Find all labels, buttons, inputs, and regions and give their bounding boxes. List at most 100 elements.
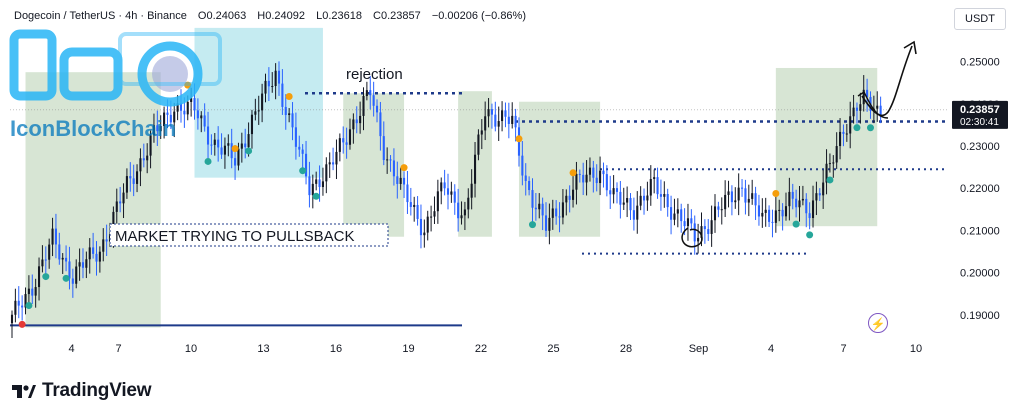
candle-body: [115, 201, 118, 212]
candle-body: [582, 174, 585, 183]
candle-body: [683, 221, 686, 227]
candle-body: [315, 179, 318, 184]
open-value: O0.24063: [197, 10, 247, 22]
signal-marker-orange: [184, 81, 192, 89]
signal-marker-orange: [569, 169, 577, 177]
candle-body: [65, 257, 68, 262]
candle-body: [396, 176, 399, 184]
candle-body: [193, 98, 196, 111]
candle-body: [169, 114, 172, 123]
candle-body: [284, 106, 287, 116]
candle-body: [788, 191, 791, 207]
time-tick-label: 25: [547, 343, 559, 355]
candle-body: [707, 229, 710, 234]
candle-body: [473, 154, 477, 184]
candle-body: [217, 139, 220, 148]
signal-marker-teal: [826, 176, 834, 184]
candle-body: [446, 188, 450, 195]
candle-body: [659, 194, 662, 197]
candle-body: [764, 209, 767, 213]
candle-body: [386, 159, 389, 161]
last-price-badge: [952, 100, 1008, 129]
candle-body: [44, 259, 47, 261]
time-tick-label: 28: [620, 343, 632, 355]
candle-body: [528, 180, 531, 191]
signal-marker-red: [18, 320, 26, 328]
candle-body: [531, 190, 534, 208]
signal-markers: [18, 81, 874, 328]
candle-body: [308, 176, 311, 196]
candle-body: [125, 176, 128, 193]
watermark-text: IconBlockChain: [10, 116, 176, 141]
candle-body: [632, 210, 635, 220]
candle-body: [835, 146, 838, 163]
time-tick-label: 4: [69, 343, 75, 355]
candle-body: [494, 114, 497, 127]
candle-body: [146, 155, 149, 161]
candle-body: [85, 259, 88, 268]
candle-body: [609, 190, 612, 195]
candle-body: [17, 300, 20, 306]
candle-body: [132, 178, 135, 184]
symbol-header: Dogecoin / TetherUS · 4h · Binance O0.24…: [14, 10, 534, 22]
signal-marker-teal: [299, 167, 307, 175]
currency-button[interactable]: USDT: [954, 8, 1006, 30]
candle-body: [321, 181, 324, 188]
candle-body: [277, 70, 281, 84]
signal-marker-orange: [231, 145, 239, 153]
signal-marker-teal: [312, 192, 320, 200]
lightning-icon[interactable]: ⚡: [868, 313, 888, 333]
candle-body: [325, 164, 328, 182]
candle-body: [24, 294, 27, 308]
candle-body: [294, 127, 297, 147]
candle-body: [585, 174, 588, 183]
candle-body: [490, 109, 493, 115]
candle-body: [784, 206, 788, 217]
candle-body: [230, 143, 233, 159]
candle-body: [409, 202, 412, 207]
signal-marker-teal: [528, 221, 536, 229]
candle-body: [477, 134, 480, 155]
bottom-circle-drawing: [681, 227, 703, 248]
candle-body: [75, 266, 78, 284]
candle-body: [639, 195, 642, 206]
candle-body: [822, 182, 825, 196]
candle-body: [379, 112, 382, 137]
candle-body: [41, 259, 44, 267]
candle-body: [653, 177, 656, 180]
time-tick-label: 22: [475, 343, 487, 355]
signal-marker-teal: [42, 273, 50, 281]
candle-body: [332, 162, 335, 165]
signal-marker-teal: [25, 302, 33, 310]
candle-body: [362, 96, 365, 116]
candle-body: [34, 287, 37, 296]
candle-body: [392, 160, 395, 177]
candle-body: [642, 195, 646, 201]
last-price-text: 0.23857: [960, 104, 1000, 116]
candle-body: [440, 182, 443, 192]
signal-marker-teal: [792, 220, 800, 228]
candle-body: [375, 105, 379, 113]
candle-body: [487, 109, 490, 117]
symbol-name[interactable]: Dogecoin / TetherUS · 4h · Binance: [14, 10, 187, 22]
signal-marker-orange: [285, 92, 293, 100]
candle-body: [855, 107, 859, 111]
candle-body: [119, 201, 122, 204]
time-tick-label: 16: [330, 343, 342, 355]
candle-body: [720, 209, 723, 211]
candle-body: [149, 135, 152, 156]
candle-body: [247, 134, 250, 148]
candle-body: [27, 288, 30, 295]
change-value: −0.00206 (−0.86%): [431, 10, 526, 22]
candle-body: [244, 143, 247, 148]
candle-body: [183, 110, 186, 115]
candle-body: [281, 83, 284, 107]
candle-body: [426, 216, 429, 233]
candle-body: [10, 314, 14, 324]
candle-body: [173, 111, 176, 123]
time-tick-label: 10: [185, 343, 197, 355]
candle-body: [257, 110, 260, 112]
candle-body: [223, 145, 226, 155]
candle-body: [152, 125, 156, 136]
